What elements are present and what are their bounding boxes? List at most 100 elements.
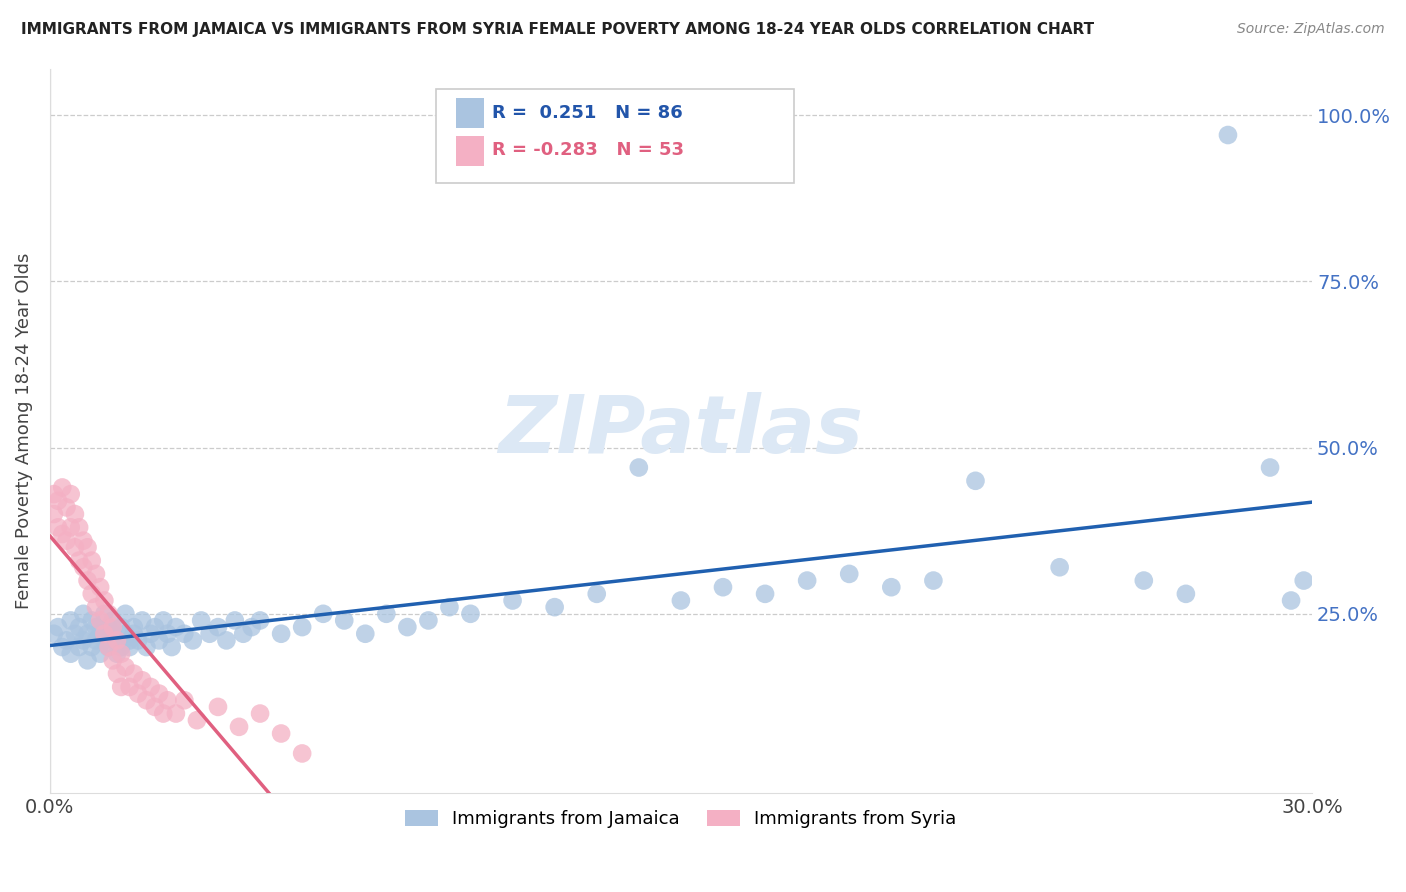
Point — [127, 633, 149, 648]
Point — [72, 560, 94, 574]
Point — [754, 587, 776, 601]
Point — [291, 747, 314, 761]
Point — [207, 620, 229, 634]
Point — [135, 640, 157, 654]
Point — [55, 533, 77, 548]
Point — [101, 620, 124, 634]
Point — [418, 614, 440, 628]
Legend: Immigrants from Jamaica, Immigrants from Syria: Immigrants from Jamaica, Immigrants from… — [398, 802, 963, 835]
Point — [101, 653, 124, 667]
Point — [249, 706, 271, 721]
Point — [51, 527, 73, 541]
Point — [97, 607, 120, 621]
Point — [143, 620, 166, 634]
Point — [105, 647, 128, 661]
Point — [67, 620, 90, 634]
Point — [89, 647, 111, 661]
Point — [186, 713, 208, 727]
Point — [105, 633, 128, 648]
Point — [173, 626, 195, 640]
Text: Source: ZipAtlas.com: Source: ZipAtlas.com — [1237, 22, 1385, 37]
Point — [101, 614, 124, 628]
Point — [1258, 460, 1281, 475]
Point — [93, 626, 115, 640]
Point — [97, 640, 120, 654]
Point — [131, 614, 153, 628]
Point — [93, 593, 115, 607]
Point — [114, 660, 136, 674]
Point — [131, 673, 153, 688]
Point — [118, 680, 141, 694]
Point — [67, 553, 90, 567]
Point — [72, 633, 94, 648]
Point — [1279, 593, 1302, 607]
Text: IMMIGRANTS FROM JAMAICA VS IMMIGRANTS FROM SYRIA FEMALE POVERTY AMONG 18-24 YEAR: IMMIGRANTS FROM JAMAICA VS IMMIGRANTS FR… — [21, 22, 1094, 37]
Point — [67, 640, 90, 654]
Point — [165, 620, 187, 634]
Point — [396, 620, 419, 634]
Point — [110, 620, 132, 634]
Point — [249, 614, 271, 628]
Point — [89, 580, 111, 594]
Point — [240, 620, 263, 634]
Point — [796, 574, 818, 588]
Point — [880, 580, 903, 594]
Point — [63, 541, 86, 555]
Point — [160, 640, 183, 654]
Point — [181, 633, 204, 648]
Point — [156, 626, 179, 640]
Point — [110, 640, 132, 654]
Point — [173, 693, 195, 707]
Point — [207, 699, 229, 714]
Point — [122, 666, 145, 681]
Point — [59, 647, 82, 661]
Point — [93, 607, 115, 621]
Point — [1174, 587, 1197, 601]
Point — [84, 620, 107, 634]
Point — [67, 520, 90, 534]
Point — [51, 480, 73, 494]
Point — [291, 620, 314, 634]
Point — [84, 633, 107, 648]
Point — [375, 607, 398, 621]
Point — [460, 607, 482, 621]
Point — [232, 626, 254, 640]
Point — [152, 706, 174, 721]
Point — [122, 620, 145, 634]
Point — [55, 500, 77, 515]
Point — [80, 614, 103, 628]
Point — [669, 593, 692, 607]
Point — [143, 699, 166, 714]
Point — [59, 520, 82, 534]
Point — [72, 607, 94, 621]
Point — [76, 653, 98, 667]
Point — [165, 706, 187, 721]
Point — [93, 633, 115, 648]
Point — [627, 460, 650, 475]
Point — [543, 600, 565, 615]
Point — [101, 626, 124, 640]
Point — [270, 726, 292, 740]
Point — [156, 693, 179, 707]
Y-axis label: Female Poverty Among 18-24 Year Olds: Female Poverty Among 18-24 Year Olds — [15, 252, 32, 609]
Point — [63, 626, 86, 640]
Point — [42, 507, 65, 521]
Point — [46, 493, 69, 508]
Point — [42, 626, 65, 640]
Point — [148, 633, 170, 648]
Point — [80, 587, 103, 601]
Point — [139, 626, 162, 640]
Point — [190, 614, 212, 628]
Point — [118, 640, 141, 654]
Point — [333, 614, 356, 628]
Point — [354, 626, 377, 640]
Point — [84, 600, 107, 615]
Point — [1216, 128, 1239, 142]
Point — [46, 520, 69, 534]
Point — [84, 566, 107, 581]
Point — [76, 574, 98, 588]
Point — [42, 487, 65, 501]
Point — [51, 640, 73, 654]
Text: R = -0.283   N = 53: R = -0.283 N = 53 — [492, 141, 685, 159]
Point — [838, 566, 860, 581]
